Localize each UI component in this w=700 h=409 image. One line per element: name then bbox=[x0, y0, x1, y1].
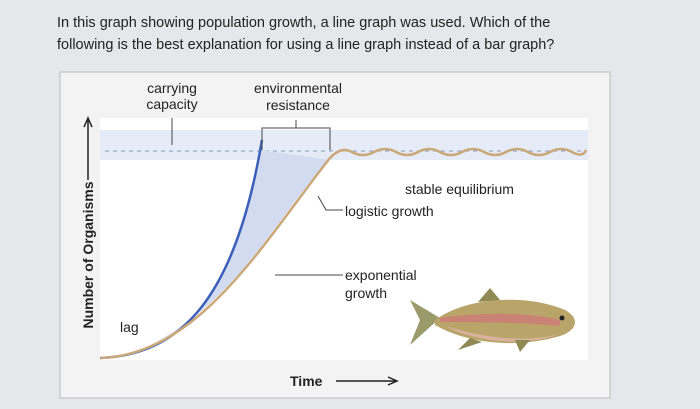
environmental-resistance-label: resistance bbox=[266, 97, 330, 113]
x-axis-label: Time bbox=[290, 373, 323, 389]
environmental-resistance-label: environmental bbox=[254, 80, 342, 96]
stable-equilibrium-label: stable equilibrium bbox=[405, 181, 514, 197]
logistic-curve bbox=[99, 147, 588, 360]
question-line: following is the best explanation for us… bbox=[57, 37, 554, 53]
x-axis-arrow bbox=[336, 376, 399, 386]
carrying-capacity-label: capacity bbox=[146, 96, 197, 112]
exponential-growth-label: growth bbox=[345, 285, 387, 301]
carrying-capacity-label: carrying bbox=[147, 80, 197, 96]
logistic-growth-label: logistic growth bbox=[345, 203, 434, 219]
resistance-band bbox=[100, 130, 588, 160]
logistic-pointer bbox=[317, 195, 343, 211]
resistance-area bbox=[150, 150, 330, 345]
y-axis-arrow bbox=[83, 116, 93, 180]
resistance-bracket bbox=[261, 120, 331, 150]
lag-label: lag bbox=[120, 319, 139, 335]
fish-illustration bbox=[410, 288, 576, 352]
y-axis-label: Number of Organisms bbox=[80, 181, 96, 328]
exponential-growth-label: exponential bbox=[345, 267, 417, 283]
question-line: In this graph showing population growth,… bbox=[57, 15, 550, 31]
